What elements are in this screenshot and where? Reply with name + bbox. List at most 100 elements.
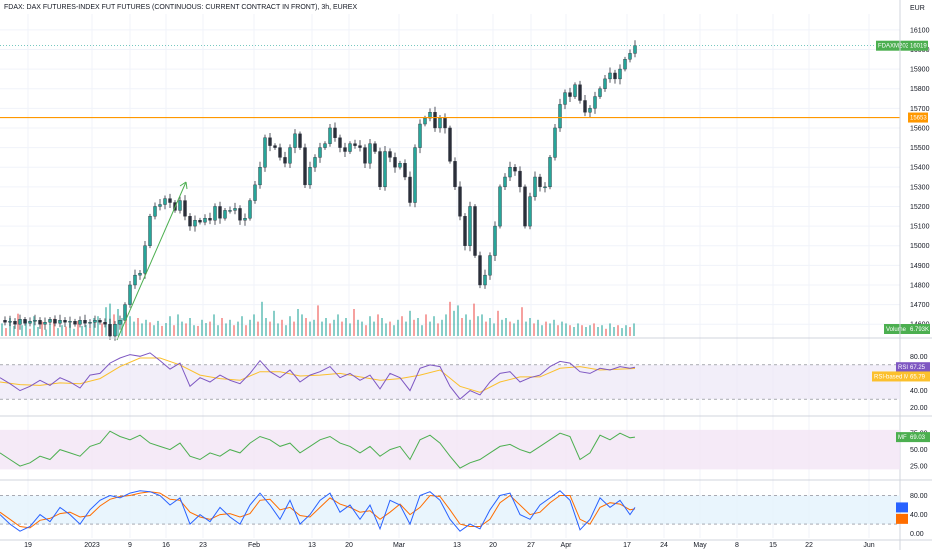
rsi-ma-value-tag [908, 371, 930, 382]
volume-bar [557, 325, 559, 336]
mf-band [0, 429, 900, 470]
volume-bar [429, 321, 431, 336]
candle-body [153, 206, 157, 217]
volume-bar [357, 319, 359, 336]
candle-body [38, 320, 42, 325]
candle-body [308, 167, 312, 186]
volume-bar [45, 329, 47, 336]
candle-body [323, 143, 327, 148]
price-axis-label: 15800 [910, 86, 930, 93]
volume-bar [209, 321, 211, 336]
candle-body [498, 186, 502, 227]
candle-body [608, 72, 612, 80]
volume-bar [225, 323, 227, 336]
volume-bar [181, 321, 183, 336]
time-axis-label: 22 [805, 542, 813, 549]
candle-body [158, 204, 162, 207]
rsi-ma-value-text: 65.79 [910, 374, 926, 380]
volume-bar [309, 321, 311, 336]
candle-body [183, 200, 187, 217]
candle-body [358, 145, 362, 148]
volume-bar [589, 325, 591, 336]
volume-bar [117, 309, 119, 336]
volume-bar [549, 323, 551, 336]
candle-body [23, 319, 27, 324]
time-axis-label: 19 [24, 542, 32, 549]
rsi-label-text: RSI [898, 365, 908, 371]
time-axis-label: 20 [345, 542, 353, 549]
volume-bar [77, 320, 79, 336]
candle-body [33, 320, 37, 322]
candle-body [248, 200, 252, 219]
candle-body [78, 320, 82, 325]
candle-body [108, 324, 112, 337]
volume-bar [341, 321, 343, 336]
rsi-line [0, 352, 636, 400]
candle-body [73, 321, 77, 325]
volume-bar [29, 328, 31, 336]
candle-body [268, 137, 272, 146]
time-axis-label: 16 [162, 542, 170, 549]
volume-bar [5, 328, 7, 336]
candle-body [548, 157, 552, 188]
time-axis-label: Apr [561, 542, 573, 549]
candle-body [553, 127, 557, 158]
rsi-value-tag [908, 362, 930, 373]
volume-bar [173, 325, 175, 336]
candle-body [448, 127, 452, 162]
candle-body [403, 163, 407, 178]
volume-bar [149, 322, 151, 336]
volume-bar [41, 321, 43, 336]
candle-body [8, 321, 12, 323]
volume-bar [57, 328, 59, 336]
volume-bar [241, 316, 243, 336]
mf-axis-label: 50.00 [910, 447, 928, 454]
stoch-k-tag [896, 502, 908, 513]
candle-body [458, 186, 462, 217]
volume-bar [469, 319, 471, 336]
candle-body [333, 127, 337, 138]
stoch-axis-label: 40.00 [910, 512, 928, 519]
volume-bar [161, 325, 163, 336]
volume-bar [301, 314, 303, 336]
volume-bar [601, 325, 603, 336]
price-axis-label: 15900 [910, 67, 930, 74]
candle-body [453, 161, 457, 188]
candle-body [278, 147, 282, 158]
volume-bar [85, 324, 87, 336]
candle-body [443, 117, 447, 129]
volume-bar [121, 318, 123, 336]
volume-bar [285, 325, 287, 336]
candle-body [583, 100, 587, 113]
candle-body [343, 147, 347, 152]
mf-label-tag [896, 432, 908, 443]
volume-bar [253, 314, 255, 336]
candle-body [393, 157, 397, 168]
volume-bar [449, 301, 451, 336]
time-axis-label: Mar [393, 542, 406, 549]
stoch-k-line [0, 490, 636, 532]
volume-bar [629, 327, 631, 336]
volume-bar [445, 314, 447, 336]
candle-body [368, 143, 372, 164]
volume-bar [417, 318, 419, 336]
candle-body [218, 206, 222, 219]
candle-body [568, 92, 572, 97]
volume-bar [257, 321, 259, 336]
price-axis-label: 14900 [910, 263, 930, 270]
rsi-axis-label: 80.00 [910, 354, 928, 361]
volume-bar [349, 323, 351, 336]
candle-body [328, 127, 332, 144]
candle-body [18, 319, 22, 325]
candle-body [603, 78, 607, 89]
time-axis-label: May [693, 542, 707, 549]
candle-body [493, 225, 497, 256]
volume-bar [125, 312, 127, 336]
volume-bar [513, 323, 515, 336]
candle-body [543, 186, 547, 189]
candle-body [398, 163, 402, 168]
mf-value-text: 69.03 [910, 435, 926, 441]
candle-body [558, 104, 562, 129]
volume-bar [441, 319, 443, 336]
